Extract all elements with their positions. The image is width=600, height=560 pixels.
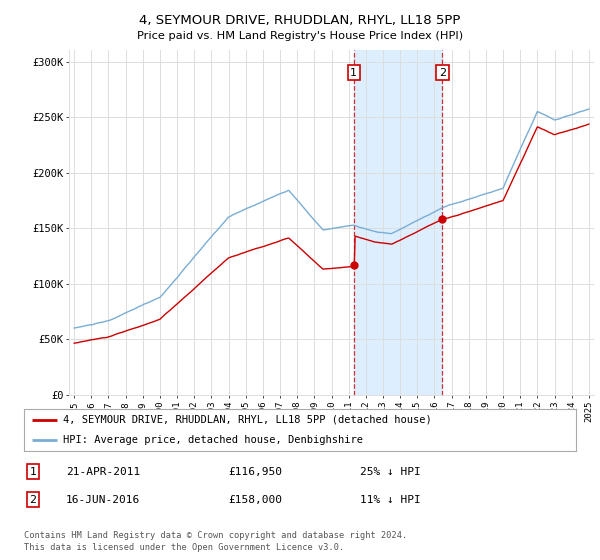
Text: 4, SEYMOUR DRIVE, RHUDDLAN, RHYL, LL18 5PP (detached house): 4, SEYMOUR DRIVE, RHUDDLAN, RHYL, LL18 5… (62, 415, 431, 424)
Text: 1: 1 (350, 68, 358, 78)
Bar (354, 50, 442, 395)
Text: 2: 2 (439, 68, 446, 78)
Text: 21-APR-2011: 21-APR-2011 (66, 466, 140, 477)
Text: £158,000: £158,000 (228, 494, 282, 505)
Text: This data is licensed under the Open Government Licence v3.0.: This data is licensed under the Open Gov… (24, 543, 344, 552)
Text: HPI: Average price, detached house, Denbighshire: HPI: Average price, detached house, Denb… (62, 435, 362, 445)
Text: 16-JUN-2016: 16-JUN-2016 (66, 494, 140, 505)
Text: 4, SEYMOUR DRIVE, RHUDDLAN, RHYL, LL18 5PP: 4, SEYMOUR DRIVE, RHUDDLAN, RHYL, LL18 5… (139, 14, 461, 27)
Text: Contains HM Land Registry data © Crown copyright and database right 2024.: Contains HM Land Registry data © Crown c… (24, 531, 407, 540)
Text: 2: 2 (29, 494, 37, 505)
Text: 1: 1 (29, 466, 37, 477)
Text: 25% ↓ HPI: 25% ↓ HPI (360, 466, 421, 477)
Text: £116,950: £116,950 (228, 466, 282, 477)
Text: 11% ↓ HPI: 11% ↓ HPI (360, 494, 421, 505)
Text: Price paid vs. HM Land Registry's House Price Index (HPI): Price paid vs. HM Land Registry's House … (137, 31, 463, 41)
